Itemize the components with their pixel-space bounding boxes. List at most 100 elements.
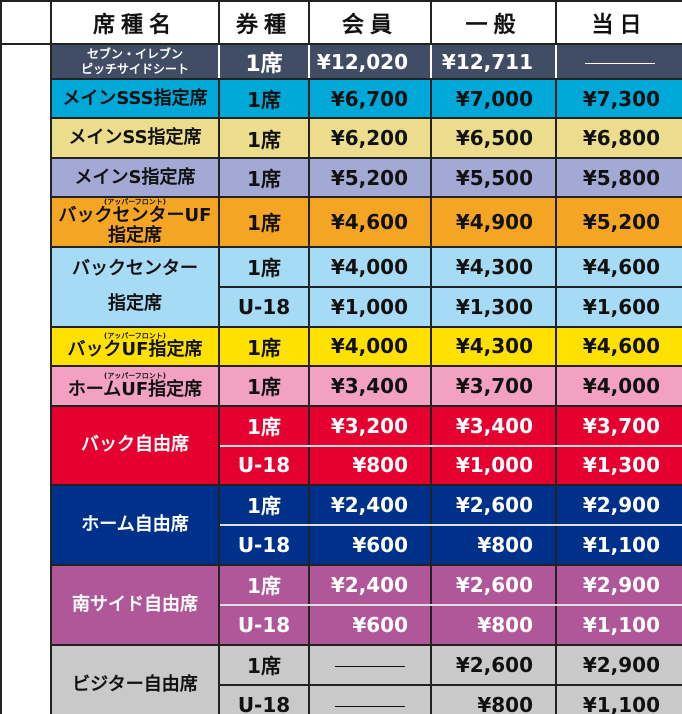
table-row: メインS指定席 1席 ¥5,200 ¥5,500 ¥5,800: [1, 157, 682, 198]
member-price: ¥6,700: [308, 78, 432, 119]
day-price: ¥4,000: [555, 364, 682, 407]
seat-name: メインS指定席: [50, 157, 220, 198]
header-blank: [0, 0, 52, 45]
table-row: メインSSS指定席 1席 ¥6,700 ¥7,000 ¥7,300: [1, 78, 682, 119]
seat-name-text: ビジター自由席: [72, 673, 198, 695]
seat-name-text: 指定席: [108, 292, 162, 314]
ticket-type: 1席: [218, 245, 310, 288]
seat-name: (アッパーフロント) ホームUF指定席: [50, 364, 220, 407]
seat-name-text: ホーム自由席: [81, 513, 189, 535]
general-price: ¥2,600: [430, 643, 557, 686]
seat-name: セブン・イレブン ピッチサイドシート: [50, 43, 220, 80]
seat-name-note: (アッパーフロント): [104, 371, 166, 380]
seat-name-text: メインSS指定席: [68, 127, 202, 149]
member-price: ¥6,200: [308, 117, 432, 159]
ticket-type: U-18: [218, 523, 310, 566]
general-price: ¥6,500: [430, 117, 557, 159]
ticket-type: 1席: [218, 43, 310, 80]
ticket-type: 1席: [218, 196, 310, 248]
seat-name-text: バックUF指定席: [67, 339, 203, 361]
seat-name: (アッパーフロント) バックセンターUF指定席: [50, 196, 220, 248]
table-row: (アッパーフロント) バックUF指定席 1席 ¥4,000 ¥4,300 ¥4,600: [1, 325, 682, 367]
seat-name-text: バック自由席: [81, 434, 189, 456]
seat-name: メインSS指定席: [50, 117, 220, 159]
seat-name: ビジター自由席: [50, 643, 220, 714]
ticket-type: 1席: [218, 483, 310, 526]
table-row: バック自由席 1席 ¥3,200 ¥3,400 ¥3,700: [1, 404, 682, 486]
table-row: U-18 ¥1,000 ¥1,300 ¥1,600: [1, 285, 682, 328]
day-price: ¥4,600: [555, 325, 682, 367]
general-price: ¥2,600: [430, 483, 557, 526]
ticket-type: U-18: [218, 603, 310, 646]
table-row: 南サイド自由席 1席 ¥2,400 ¥2,600 ¥2,900: [1, 563, 682, 646]
seat-name-text: セブン・イレブン: [86, 47, 183, 62]
seat-name-text: バックセンターUF指定席: [58, 205, 212, 246]
member-price: [308, 643, 432, 686]
table-row: ホーム自由席 1席 ¥2,400 ¥2,600 ¥2,900: [1, 483, 682, 566]
day-price: ¥2,900: [555, 563, 682, 606]
member-price: ¥12,020: [308, 43, 432, 80]
general-price: ¥3,400: [430, 404, 557, 447]
general-price: ¥1,000: [430, 444, 557, 486]
member-price: ¥600: [308, 603, 432, 646]
seat-name: 南サイド自由席: [50, 563, 220, 646]
table-row: セブン・イレブン ピッチサイドシート 1席 ¥12,020 ¥12,711: [0, 43, 682, 714]
day-price: ¥1,100: [555, 523, 682, 566]
general-price: ¥800: [430, 523, 557, 566]
member-price: ¥2,400: [308, 563, 432, 606]
general-price: ¥7,000: [430, 78, 557, 119]
ticket-type: 1席: [218, 643, 310, 686]
general-price: ¥5,500: [430, 157, 557, 198]
member-price: ¥5,200: [308, 157, 432, 198]
ticket-type: 1席: [218, 364, 310, 407]
member-price: ¥1,000: [308, 285, 432, 328]
table-row: (アッパーフロント) バックセンターUF指定席 1席 ¥4,600 ¥4,900 ¥5,2…: [1, 196, 682, 248]
seat-name-note: (アッパーフロント): [104, 198, 166, 206]
header-general-price: 一般: [430, 0, 557, 45]
general-price: ¥800: [430, 683, 557, 714]
table-body: セブン・イレブン ピッチサイドシート 1席 ¥12,020 ¥12,711 メインSSS指…: [0, 43, 682, 714]
seat-name: (アッパーフロント) バックUF指定席: [50, 325, 220, 367]
day-price: [555, 43, 682, 80]
header-row: 席種名 券種 会員 一般 当日: [0, 0, 682, 45]
seat-name: バックセンター 指定席: [50, 245, 220, 328]
seat-name-text: ホームUF指定席: [67, 378, 203, 400]
day-price: ¥1,100: [555, 683, 682, 714]
general-price: ¥3,700: [430, 364, 557, 407]
seat-name-note: (アッパーフロント): [104, 332, 166, 341]
table-row: U-18 ¥600 ¥800 ¥1,100: [1, 523, 682, 566]
member-price: ¥3,400: [308, 364, 432, 407]
table-row: U-18 ¥600 ¥800 ¥1,100: [1, 603, 682, 646]
seat-name: バック自由席: [50, 404, 220, 486]
general-price: ¥12,711: [430, 43, 557, 80]
ticket-type: 1席: [218, 117, 310, 159]
table-row: ビジター自由席 1席 ¥2,600 ¥2,900: [1, 643, 682, 714]
no-price-dash: [584, 62, 655, 64]
table-row: バックセンター 指定席 1席 ¥4,000 ¥4,300 ¥4,600: [1, 245, 682, 328]
general-price: ¥2,600: [430, 563, 557, 606]
seat-name: メインSSS指定席: [50, 78, 220, 119]
table-row: (アッパーフロント) ホームUF指定席 1席 ¥3,400 ¥3,700 ¥4,000: [1, 364, 682, 407]
day-price: ¥5,200: [555, 196, 682, 248]
header-seat-name: 席種名: [50, 0, 220, 45]
member-price: ¥4,600: [308, 196, 432, 248]
day-price: ¥2,900: [555, 643, 682, 686]
ticket-type: 1席: [218, 157, 310, 198]
ticket-type: U-18: [218, 683, 310, 714]
table-row: メインSS指定席 1席 ¥6,200 ¥6,500 ¥6,800: [1, 117, 682, 159]
no-price-dash: [335, 665, 405, 667]
header-member-price: 会員: [308, 0, 432, 45]
member-price: ¥4,000: [308, 325, 432, 367]
member-price: [308, 683, 432, 714]
left-blank-column: [0, 43, 52, 714]
member-price: ¥800: [308, 444, 432, 486]
general-price: ¥4,300: [430, 245, 557, 288]
seat-name-text: 南サイド自由席: [72, 593, 198, 615]
day-price: ¥1,100: [555, 603, 682, 646]
ticket-type: 1席: [218, 325, 310, 367]
header-ticket-type: 券種: [218, 0, 310, 45]
general-price: ¥1,300: [430, 285, 557, 328]
day-price: ¥1,600: [555, 285, 682, 328]
